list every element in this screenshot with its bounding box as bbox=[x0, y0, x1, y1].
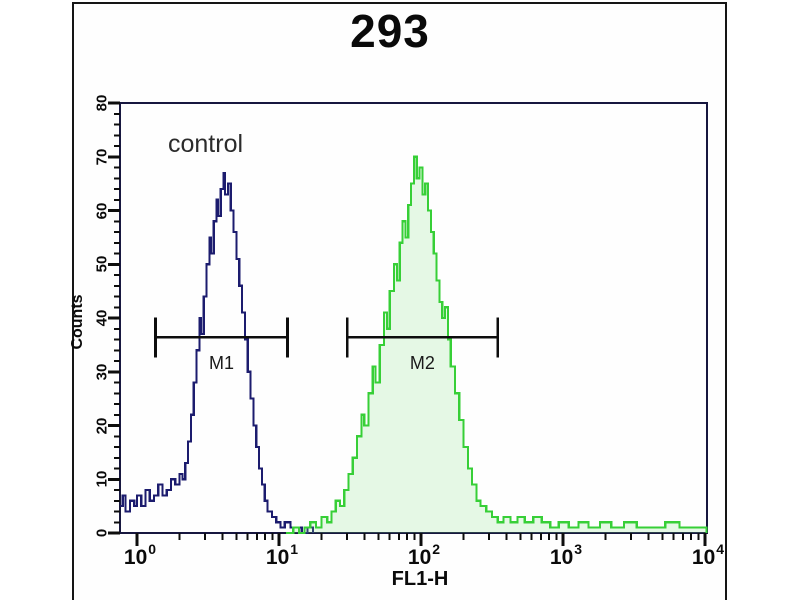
marker-M1-label: M1 bbox=[208, 353, 234, 374]
x-tick-exponent: 2 bbox=[432, 541, 441, 557]
x-tick-label: 104 bbox=[691, 541, 725, 570]
series-control-curve bbox=[120, 171, 315, 535]
figure-frame bbox=[72, 2, 727, 600]
series-stained-fill bbox=[286, 156, 707, 534]
x-tick-base: 10 bbox=[691, 546, 716, 569]
y-tick-label: 70 bbox=[93, 148, 111, 166]
x-tick-base: 10 bbox=[123, 546, 148, 569]
x-tick-label: 102 bbox=[407, 541, 441, 570]
y-tick-label: 0 bbox=[93, 528, 111, 538]
annotation-control: control bbox=[168, 130, 244, 158]
x-tick-label: 103 bbox=[549, 541, 583, 570]
series-stained-curve bbox=[286, 155, 708, 535]
x-tick-label: 100 bbox=[123, 541, 157, 570]
y-tick-label: 80 bbox=[93, 94, 111, 112]
x-tick-base: 10 bbox=[407, 546, 432, 569]
y-tick-label: 40 bbox=[93, 309, 111, 327]
y-tick-label: 10 bbox=[93, 470, 111, 488]
y-tick-label: 30 bbox=[93, 363, 111, 381]
x-axis-label: FL1-H bbox=[391, 568, 449, 590]
x-tick-label: 101 bbox=[265, 541, 299, 570]
y-tick-label: 50 bbox=[93, 255, 111, 273]
x-tick-base: 10 bbox=[549, 546, 574, 569]
marker-M2-label: M2 bbox=[409, 353, 435, 374]
y-tick-label: 60 bbox=[93, 202, 111, 219]
chart-title: 293 bbox=[350, 5, 430, 57]
x-tick-exponent: 0 bbox=[148, 541, 157, 557]
x-tick-exponent: 4 bbox=[716, 541, 725, 557]
x-tick-exponent: 1 bbox=[290, 541, 299, 557]
x-tick-exponent: 3 bbox=[574, 541, 583, 557]
y-tick-label: 20 bbox=[93, 417, 111, 434]
x-tick-base: 10 bbox=[265, 546, 290, 569]
